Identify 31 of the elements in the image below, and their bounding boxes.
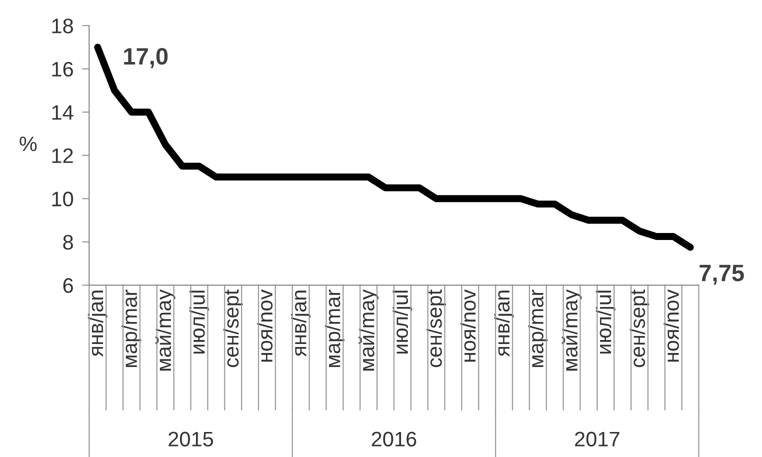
text: 2015 <box>168 432 214 447</box>
x-tick-label: июл/jul <box>596 290 616 354</box>
x-tick-label: сен/sept <box>426 289 446 368</box>
text: 2016 <box>372 432 416 447</box>
x-tick-label: ноя/nov <box>664 289 679 362</box>
x-tick-label: янв/jan <box>291 290 311 357</box>
y-tick-label: 12 <box>52 148 73 163</box>
y-tick-label: 18 <box>52 18 73 34</box>
x-tick-label: сен/sept <box>630 289 650 368</box>
y-tick-label: 6 <box>63 278 73 293</box>
x-tick-label: сен/sept <box>223 289 243 368</box>
x-tick-label: ноя/nov <box>460 289 476 362</box>
y-axis-title: % <box>20 136 37 152</box>
y-tick-label: 16 <box>52 62 73 77</box>
x-tick-label: мар/mar <box>324 290 344 368</box>
x-tick-label: янв/jan <box>88 290 108 357</box>
x-tick-label: май/may <box>358 289 378 371</box>
x-tick-label: май/may <box>155 289 176 371</box>
x-tick-label: ноя/nov <box>257 289 273 362</box>
y-tick-label: 10 <box>52 192 74 206</box>
x-tick-label: июл/jul <box>392 290 412 354</box>
x-tick-label: май/may <box>562 289 582 371</box>
x-tick-label: янв/jan <box>494 290 514 357</box>
data-label: 7,75 <box>700 264 744 285</box>
x-tick-label: июл/jul <box>190 290 209 354</box>
y-tick-label: 14 <box>52 105 74 120</box>
data-label: 17,0 <box>124 48 168 68</box>
x-tick-label: мар/mar <box>528 290 548 368</box>
x-tick-label: мар/mar <box>122 290 142 368</box>
text: 2017 <box>575 432 620 447</box>
y-tick-label: 8 <box>63 234 73 250</box>
